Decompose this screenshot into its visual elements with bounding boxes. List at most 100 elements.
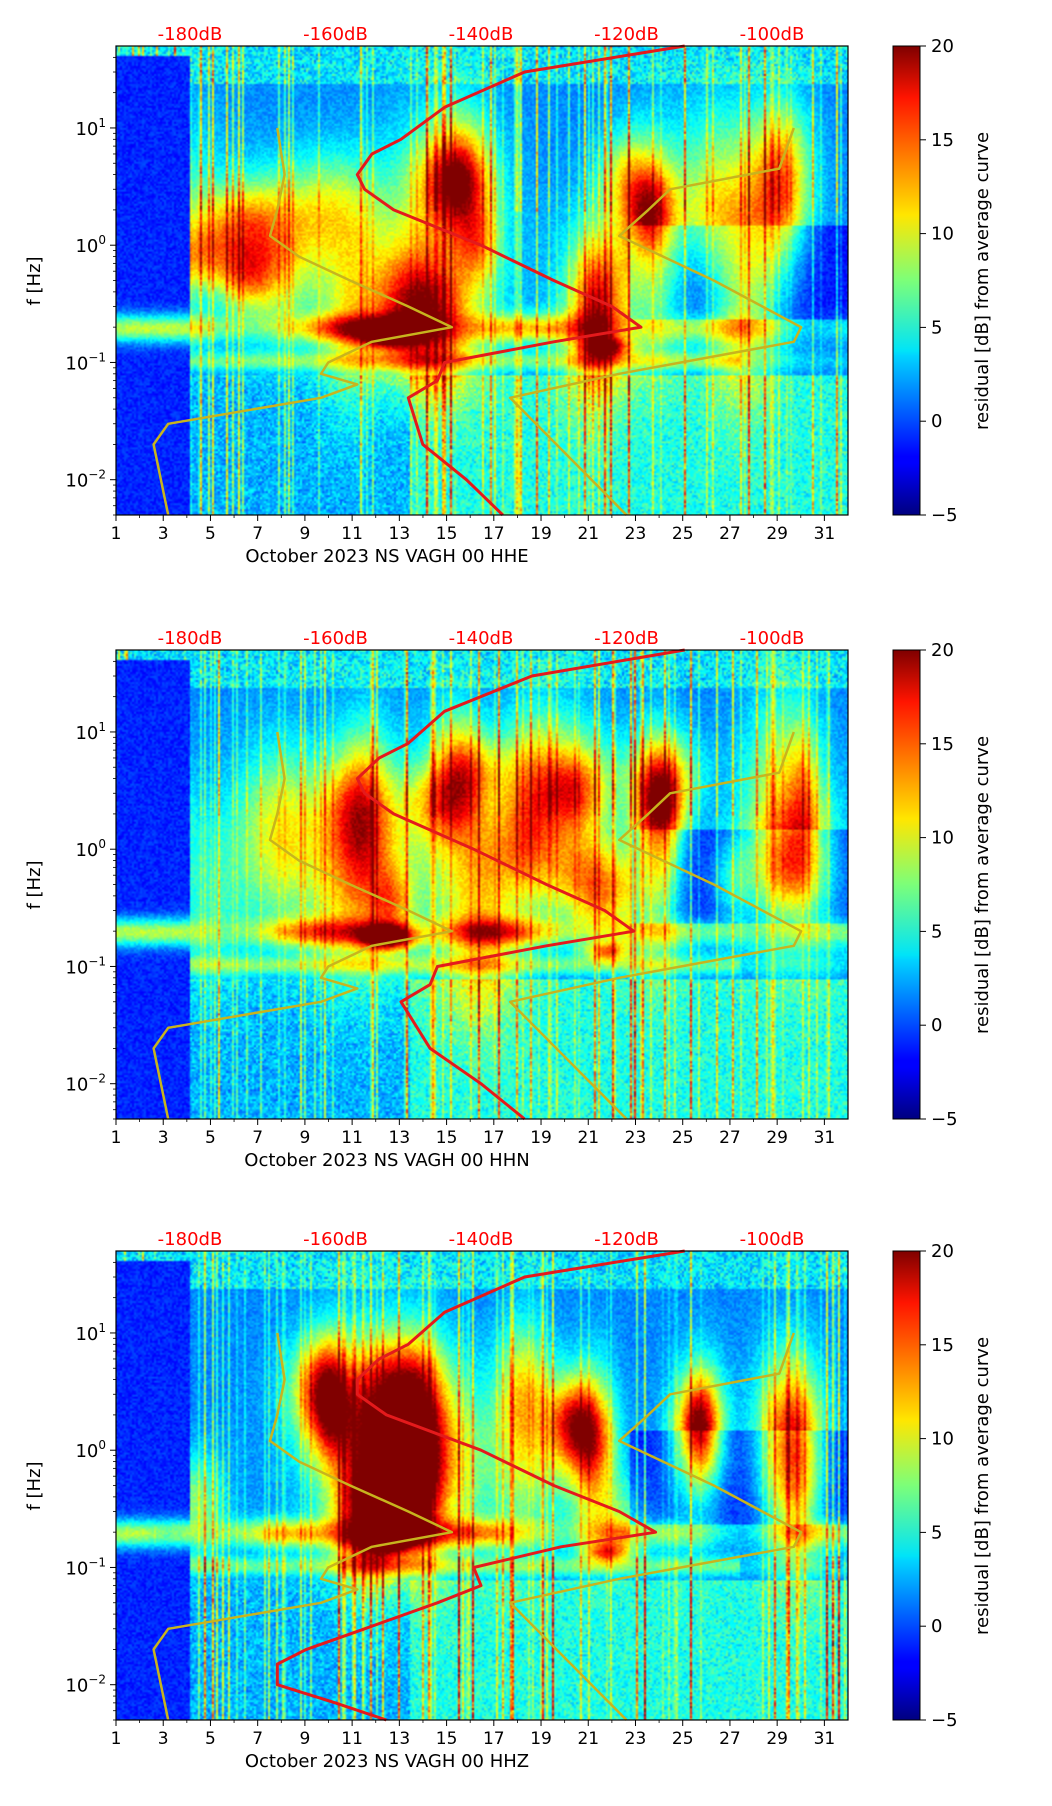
x-axis-label: October 2023 NS VAGH 00 HHZ xyxy=(245,1751,529,1772)
colorbar-label: residual [dB] from average curve xyxy=(972,132,993,430)
top-db-label: -140dB xyxy=(449,1229,514,1250)
x-tick-label: 19 xyxy=(530,1729,552,1749)
y-tick-label: 101 xyxy=(75,116,106,140)
spectrogram-heatmap xyxy=(116,46,848,515)
x-tick-label: 29 xyxy=(766,1128,788,1148)
colorbar-tick-label: 5 xyxy=(931,317,942,338)
x-axis-label: October 2023 NS VAGH 00 HHN xyxy=(244,1150,529,1171)
y-axis-label: f [Hz] xyxy=(24,860,45,909)
y-tick-label: 101 xyxy=(75,1321,106,1345)
x-tick-label: 5 xyxy=(205,1729,216,1749)
colorbar: −5 0 5 10 15 20 residual [dB] from average cur… xyxy=(892,1241,993,1731)
y-tick-label: 10−1 xyxy=(65,954,106,978)
x-tick-label: 27 xyxy=(719,524,741,544)
x-tick-label: 23 xyxy=(625,524,647,544)
x-tick-label: 7 xyxy=(252,1729,263,1749)
colorbar-tick-label: −5 xyxy=(931,1109,958,1130)
y-tick-label: 10−2 xyxy=(65,468,106,492)
x-tick-label: 21 xyxy=(577,1128,599,1148)
x-tick-label: 25 xyxy=(672,1128,694,1148)
top-db-label: -120dB xyxy=(594,628,659,649)
x-tick-label: 21 xyxy=(577,524,599,544)
x-tick-label: 19 xyxy=(530,1128,552,1148)
x-tick-label: 15 xyxy=(436,524,458,544)
colorbar-label: residual [dB] from average curve xyxy=(972,1337,993,1635)
x-tick-label: 15 xyxy=(436,1128,458,1148)
x-tick-label: 13 xyxy=(389,1729,411,1749)
colorbar-tick-label: 10 xyxy=(931,828,954,849)
spectrogram-heatmap xyxy=(116,650,848,1119)
psd-curve-noise-model-low xyxy=(152,127,454,516)
x-tick-label: 31 xyxy=(814,1128,836,1148)
y-axis-label: f [Hz] xyxy=(24,1461,45,1510)
psd-curve-average xyxy=(355,44,685,517)
top-db-label: -160dB xyxy=(303,628,368,649)
x-tick-label: 23 xyxy=(625,1128,647,1148)
x-tick-label: 5 xyxy=(205,524,216,544)
x-tick-label: 25 xyxy=(672,524,694,544)
x-tick-label: 7 xyxy=(252,524,263,544)
psd-curve-noise-model-low xyxy=(152,731,454,1120)
colorbar-tick-label: 0 xyxy=(931,411,942,432)
x-tick-label: 3 xyxy=(158,1729,169,1749)
colorbar: −5 0 5 10 15 20 residual [dB] from average cur… xyxy=(892,36,993,526)
top-db-label: -180dB xyxy=(158,24,223,45)
y-tick-label: 101 xyxy=(75,720,106,744)
x-tick-label: 29 xyxy=(766,524,788,544)
y-tick-label: 100 xyxy=(75,837,106,861)
x-tick-label: 23 xyxy=(625,1729,647,1749)
psd-curve-noise-model-low xyxy=(152,1332,454,1721)
top-db-label: -140dB xyxy=(449,628,514,649)
x-tick-label: 15 xyxy=(436,1729,458,1749)
colorbar-tick-label: 0 xyxy=(931,1616,942,1637)
top-db-label: -120dB xyxy=(594,1229,659,1250)
colorbar: −5 0 5 10 15 20 residual [dB] from average cur… xyxy=(892,640,993,1130)
top-db-label: -100dB xyxy=(740,24,805,45)
x-tick-label: 1 xyxy=(111,1729,122,1749)
colorbar-gradient xyxy=(892,1250,921,1721)
y-axis-label: f [Hz] xyxy=(24,256,45,305)
x-tick-label: 9 xyxy=(299,524,310,544)
x-tick-label: 7 xyxy=(252,1128,263,1148)
top-db-label: -120dB xyxy=(594,24,659,45)
y-tick-label: 10−2 xyxy=(65,1072,106,1096)
psd-curve-average xyxy=(275,1249,685,1722)
colorbar-tick-label: 15 xyxy=(931,130,954,151)
x-axis-label: October 2023 NS VAGH 00 HHE xyxy=(245,546,528,567)
y-tick-label: 100 xyxy=(75,233,106,257)
y-tick-label: 100 xyxy=(75,1438,106,1462)
y-tick-label: 10−1 xyxy=(65,350,106,374)
x-tick-label: 17 xyxy=(483,1128,505,1148)
psd-curve-noise-model-high xyxy=(508,731,803,1120)
x-tick-label: 5 xyxy=(205,1128,216,1148)
colorbar-tick-label: −5 xyxy=(931,1710,958,1731)
colorbar-gradient xyxy=(892,649,921,1120)
x-tick-label: 31 xyxy=(814,524,836,544)
colorbar-tick-label: 5 xyxy=(931,1522,942,1543)
psd-curve-noise-model-high xyxy=(508,127,803,516)
colorbar-tick-label: 5 xyxy=(931,921,942,942)
x-tick-label: 17 xyxy=(483,1729,505,1749)
top-db-label: -100dB xyxy=(740,1229,805,1250)
x-tick-label: 3 xyxy=(158,524,169,544)
top-db-label: -180dB xyxy=(158,1229,223,1250)
x-tick-label: 19 xyxy=(530,524,552,544)
y-tick-label: 10−1 xyxy=(65,1555,106,1579)
top-db-label: -180dB xyxy=(158,628,223,649)
x-tick-label: 11 xyxy=(341,524,363,544)
x-tick-label: 31 xyxy=(814,1729,836,1749)
x-tick-label: 9 xyxy=(299,1729,310,1749)
x-tick-label: 3 xyxy=(158,1128,169,1148)
x-tick-label: 11 xyxy=(341,1128,363,1148)
x-tick-label: 11 xyxy=(341,1729,363,1749)
colorbar-tick-label: −5 xyxy=(931,505,958,526)
colorbar-label: residual [dB] from average curve xyxy=(972,736,993,1034)
x-tick-label: 13 xyxy=(389,1128,411,1148)
top-db-label: -160dB xyxy=(303,1229,368,1250)
colorbar-gradient xyxy=(892,45,921,516)
top-db-label: -100dB xyxy=(740,628,805,649)
y-tick-label: 10−2 xyxy=(65,1673,106,1697)
